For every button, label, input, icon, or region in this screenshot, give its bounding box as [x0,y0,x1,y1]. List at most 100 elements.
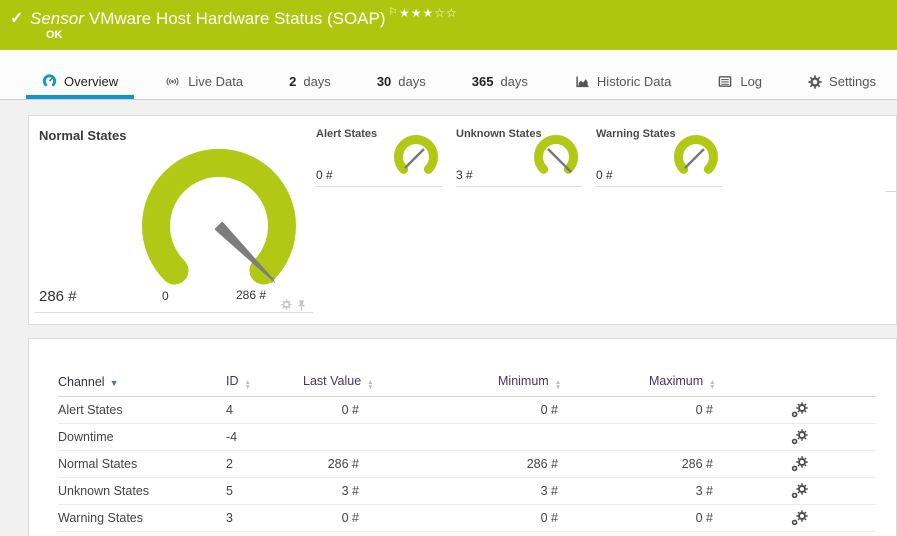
table-row: Warning States 3 0 # 0 # 0 # [58,505,876,532]
sort-icon: ▲ ▼ [367,378,374,391]
channel-last-value: 3 # [341,484,359,498]
mini-gauge-title: Alert States [316,128,378,140]
mini-gauge-dial [394,135,438,174]
mini-gauge-value: 0 # [316,168,333,182]
channel-settings-button[interactable] [791,456,876,472]
channel-id: 5 [226,484,233,498]
tab-live-data[interactable]: Live Data [148,50,259,99]
area-chart-icon [576,76,589,88]
channel-id: 4 [226,403,233,417]
tab-label: days [500,74,528,89]
channel-maximum: 3 # [695,484,713,498]
gauge-needle [684,148,705,169]
tab-365-days[interactable]: 365 days [456,50,544,99]
tab-label: Live Data [188,74,244,89]
sort-icon: ▲ ▼ [244,378,251,391]
divider [316,186,442,187]
tab-label: Log [740,74,763,89]
tab-label: Settings [829,74,877,89]
mini-gauge-title: Unknown States [456,128,542,140]
channel-settings-gear-icon [791,456,809,472]
sensor-status-badge: OK [46,29,63,41]
object-kind-label: Sensor [30,9,84,28]
mini-gauge-unknown-states: Unknown States 3 # [456,128,582,188]
stars-filled: ★★★ [399,6,435,20]
tab-label: Historic Data [596,74,672,89]
channel-settings-gear-icon [791,510,809,526]
channel-last-value: 0 # [341,403,359,417]
channel-minimum: 0 # [540,403,558,417]
table-header-row: Channel ▼ ID ▲ ▼ Last Value ▲ ▼ Minimum ▲ ▼ Max… [58,367,876,397]
table-row: Downtime -4 [58,424,876,451]
channel-minimum: 3 # [540,484,558,498]
sensor-title: VMware Host Hardware Status (SOAP) [88,9,386,28]
channel-name: Alert States [58,403,123,417]
gauge-tools [281,299,307,311]
channel-name: Downtime [58,430,114,444]
tab-label: days [303,74,331,89]
channel-maximum: 0 # [695,511,713,525]
column-header-maximum[interactable]: Maximum ▲ ▼ [649,373,716,391]
tab-historic-data[interactable]: Historic Data [558,50,687,99]
column-header-id[interactable]: ID ▲ ▼ [226,373,251,391]
channel-id: 3 [226,511,233,525]
primary-gauge-dial [142,148,296,285]
mini-gauge-alert-states: Alert States 0 # [316,128,442,188]
sort-icon: ▼ [109,377,119,388]
column-header-minimum[interactable]: Minimum ▲ ▼ [498,373,562,391]
sort-icon: ▲ ▼ [709,378,716,391]
clipped-divider [886,191,897,192]
tab-2-days[interactable]: 2 days [273,50,347,99]
sort-icon: ▲ ▼ [554,378,562,391]
mini-gauge-warning-states: Warning States 0 # [596,128,722,188]
channel-settings-gear-icon [791,402,809,418]
gauges-panel: Normal States x̄ 0 286 # 286 # Alert Sta… [28,115,897,325]
mini-gauge-title: Warning States [596,128,676,140]
channel-maximum: 286 # [681,457,713,471]
channel-settings-button[interactable] [791,429,876,445]
pin-icon[interactable] [296,299,307,311]
tab-log[interactable]: Log [701,50,778,99]
mini-gauge-dial [674,135,718,174]
channel-last-value: 286 # [327,457,359,471]
channel-minimum: 286 # [526,457,558,471]
channel-settings-button[interactable] [791,402,876,418]
primary-gauge-title: Normal States [39,128,127,143]
gear-icon[interactable] [281,299,292,310]
gear-icon [808,75,822,89]
table-row: Normal States 2 286 # 286 # 286 # [58,451,876,478]
sensor-title-line: Sensor VMware Host Hardware Status (SOAP)… [30,7,398,29]
channel-name: Normal States [58,457,138,471]
channel-settings-button[interactable] [791,483,876,499]
channel-settings-gear-icon [791,483,809,499]
primary-gauge-value: 286 # [39,288,77,305]
mini-gauge-value: 0 # [596,168,613,182]
gauge-needle [214,221,274,281]
tab-number: 30 [376,74,392,89]
channel-maximum: 0 # [695,403,713,417]
flag-icon[interactable]: ⚐ [388,7,398,18]
divider [35,312,313,313]
priority-stars[interactable]: ★★★☆☆ [399,6,458,20]
gauge-scale-min: 0 [162,289,169,303]
gauge-needle-marker: x̄ [271,275,276,285]
divider [456,186,582,187]
gauge-scale-max: 286 # [236,288,267,302]
sensor-header: ✓ Sensor VMware Host Hardware Status (SOA… [0,0,897,50]
tab-overview[interactable]: Overview [26,50,134,99]
mini-gauge-dial [534,135,578,174]
tab-number: 365 [471,74,494,89]
gauge-needle [404,148,425,169]
channel-id: -4 [226,430,238,444]
column-header-last-value[interactable]: Last Value ▲ ▼ [303,373,374,391]
channel-name: Warning States [58,511,143,525]
channel-settings-button[interactable] [791,510,876,526]
status-ok-check-icon: ✓ [10,10,24,27]
mini-gauge-value: 3 # [456,168,473,182]
tab-settings[interactable]: Settings [792,50,892,99]
channel-minimum: 0 # [540,511,558,525]
column-header-channel[interactable]: Channel ▼ [58,374,119,389]
channel-last-value: 0 # [341,511,359,525]
tab-30-days[interactable]: 30 days [361,50,442,99]
log-icon [719,76,732,87]
